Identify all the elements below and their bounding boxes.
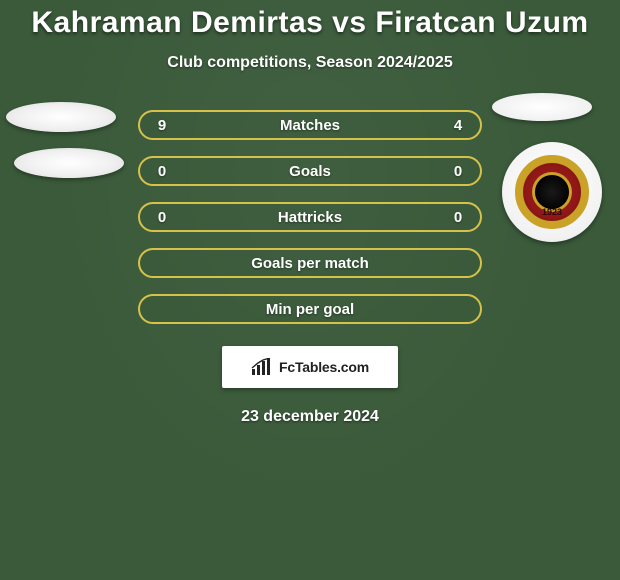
stat-right-value: 0 (450, 163, 466, 180)
stat-pill-gpm: Goals per match (138, 248, 482, 278)
stat-pill-matches: 9 Matches 4 (138, 110, 482, 140)
stat-row: 0 Hattricks 0 (0, 194, 620, 240)
chart-icon (251, 358, 273, 376)
stat-left-value: 0 (154, 163, 170, 180)
branding-card: FcTables.com (222, 346, 398, 388)
stat-label: Goals per match (170, 255, 450, 272)
stat-row: 9 Matches 4 (0, 102, 620, 148)
stat-pill-mpg: Min per goal (138, 294, 482, 324)
stat-pill-goals: 0 Goals 0 (138, 156, 482, 186)
subtitle: Club competitions, Season 2024/2025 (0, 54, 620, 72)
stat-row: 0 Goals 0 (0, 148, 620, 194)
branding-text: FcTables.com (279, 359, 369, 375)
infographic-container: Kahraman Demirtas vs Firatcan Uzum Club … (0, 0, 620, 440)
stat-right-value: 0 (450, 209, 466, 226)
stat-left-value: 9 (154, 117, 170, 134)
stat-row: Goals per match (0, 240, 620, 286)
date-label: 23 december 2024 (0, 408, 620, 426)
stat-left-value: 0 (154, 209, 170, 226)
stat-label: Matches (170, 117, 450, 134)
stat-label: Min per goal (170, 301, 450, 318)
stat-right-value: 4 (450, 117, 466, 134)
stat-row: Min per goal (0, 286, 620, 332)
page-title: Kahraman Demirtas vs Firatcan Uzum (0, 6, 620, 40)
stats-area: 1923 9 Matches 4 0 Goals 0 0 Hattricks 0 (0, 102, 620, 332)
stat-label: Goals (170, 163, 450, 180)
stat-pill-hattricks: 0 Hattricks 0 (138, 202, 482, 232)
stat-label: Hattricks (170, 209, 450, 226)
